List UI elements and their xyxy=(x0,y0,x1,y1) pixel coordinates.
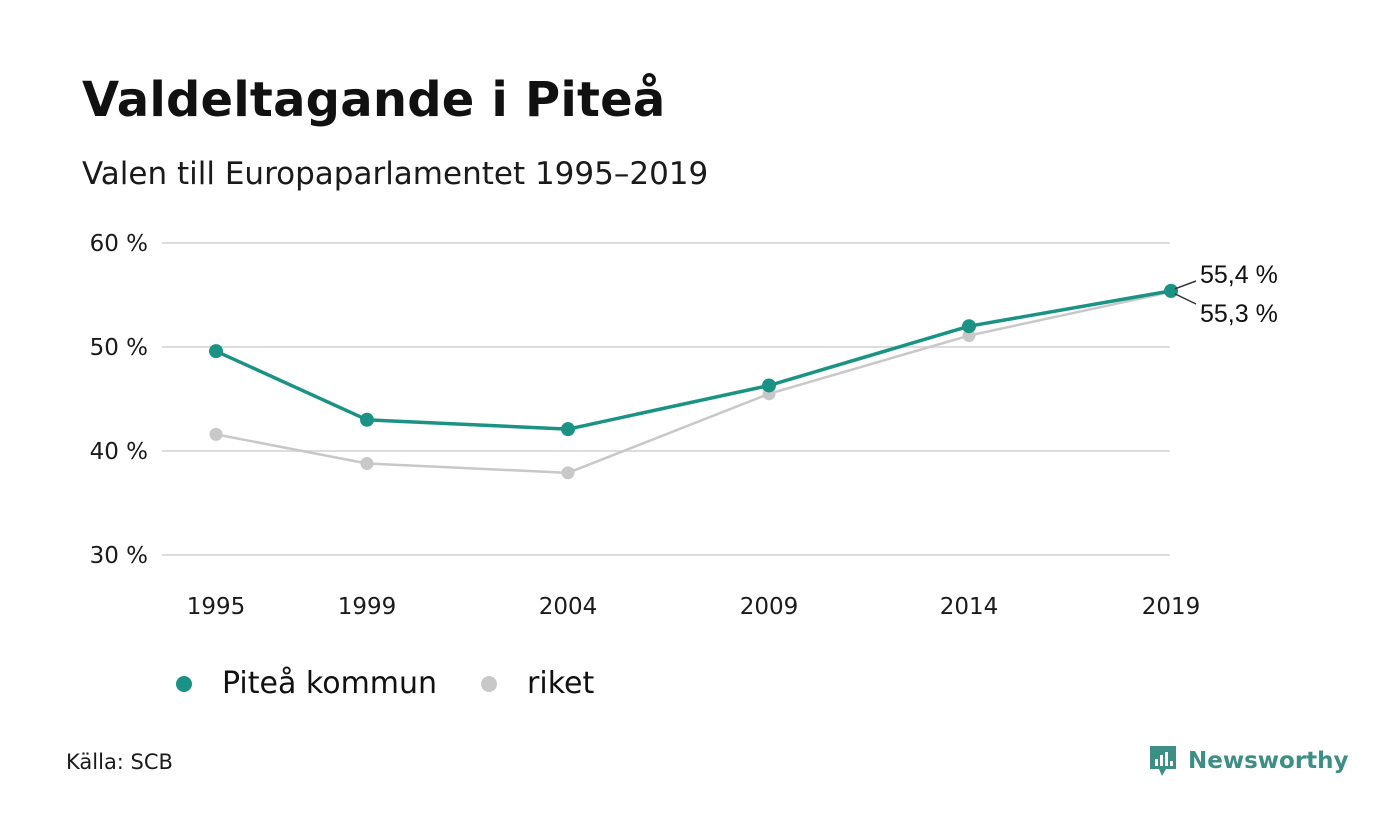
end-label-leader-riket xyxy=(1174,293,1197,305)
data-point-pitea xyxy=(962,319,976,334)
series-layer xyxy=(209,283,1178,480)
x-axis: 1995 1999 2004 2009 2014 2019 xyxy=(187,594,1201,620)
data-point-riket xyxy=(561,466,575,480)
y-tick-label: 40 % xyxy=(90,439,148,465)
legend-marker-pitea xyxy=(176,675,192,692)
end-label-pitea: 55,4 % xyxy=(1200,261,1278,289)
data-point-pitea xyxy=(561,422,575,437)
x-tick-label: 2004 xyxy=(539,594,598,620)
data-point-riket xyxy=(209,427,223,441)
series-line-riket xyxy=(215,290,1172,475)
brand-name: Newsworthy xyxy=(1188,748,1349,774)
y-tick-label: 60 % xyxy=(90,231,148,257)
legend-item-pitea: Piteå kommun xyxy=(176,666,437,701)
y-tick-label: 50 % xyxy=(90,335,148,361)
data-point-pitea xyxy=(209,344,223,359)
data-point-pitea xyxy=(1164,283,1178,298)
brand-logo: Newsworthy xyxy=(1148,744,1349,778)
x-tick-label: 1999 xyxy=(338,594,397,620)
legend-item-riket: riket xyxy=(481,666,594,701)
data-point-riket xyxy=(360,456,374,470)
end-labels: 55,4 % 55,3 % xyxy=(1174,261,1278,328)
line-chart: 30 % 40 % 50 % 60 % 1995 1999 2004 2009 2014 201… xyxy=(90,231,1278,620)
chart-subtitle: Valen till Europaparlamentet 1995–2019 xyxy=(82,156,709,192)
y-axis: 30 % 40 % 50 % 60 % xyxy=(90,231,148,569)
end-label-riket: 55,3 % xyxy=(1200,300,1278,328)
source-note: Källa: SCB xyxy=(66,750,173,774)
legend-label-pitea: Piteå kommun xyxy=(222,666,438,701)
end-label-leader-pitea xyxy=(1174,280,1197,290)
legend-label-riket: riket xyxy=(527,666,595,701)
chart-title: Valdeltagande i Piteå xyxy=(82,72,666,128)
data-point-pitea xyxy=(360,412,374,427)
grid-lines xyxy=(162,242,1170,556)
x-tick-label: 2019 xyxy=(1142,594,1201,620)
y-tick-label: 30 % xyxy=(90,543,148,569)
x-tick-label: 2009 xyxy=(740,594,799,620)
x-tick-label: 1995 xyxy=(187,594,246,620)
data-point-pitea xyxy=(762,378,776,393)
x-tick-label: 2014 xyxy=(940,594,999,620)
legend: Piteå kommun riket xyxy=(176,666,638,701)
series-line-pitea xyxy=(215,289,1172,431)
newsworthy-logo-icon xyxy=(1150,746,1176,776)
legend-marker-riket xyxy=(481,675,498,692)
